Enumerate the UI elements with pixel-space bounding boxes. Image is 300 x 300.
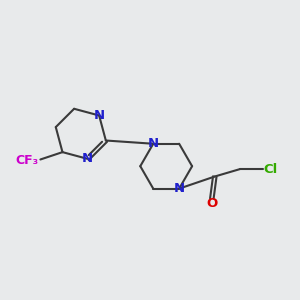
Text: N: N	[82, 152, 93, 165]
Text: N: N	[148, 137, 159, 150]
Text: O: O	[206, 197, 218, 210]
Text: N: N	[174, 182, 185, 195]
Text: CF₃: CF₃	[15, 154, 38, 167]
Text: Cl: Cl	[264, 163, 278, 176]
Text: N: N	[94, 109, 105, 122]
